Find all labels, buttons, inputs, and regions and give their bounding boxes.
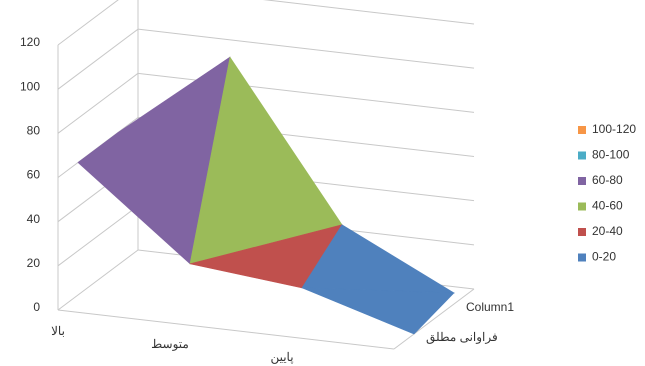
y-tick-label: 20 — [27, 256, 41, 270]
series-label: فراوانی مطلق — [426, 330, 498, 344]
y-tick-label: 100 — [20, 79, 40, 93]
y-tick-label: 120 — [20, 35, 40, 49]
x-tick-label: بالا — [51, 324, 65, 338]
legend-swatch — [578, 177, 586, 185]
y-tick-label: 80 — [27, 124, 41, 138]
grid-line — [57, 72, 139, 134]
legend-label: 60-80 — [592, 173, 623, 187]
grid-line — [57, 28, 139, 90]
y-tick-label: 0 — [33, 300, 40, 314]
legend-swatch — [578, 228, 586, 236]
legend-label: 20-40 — [592, 224, 623, 238]
legend-swatch — [578, 151, 586, 160]
legend-label: 40-60 — [592, 199, 623, 213]
y-tick-label: 40 — [27, 212, 41, 226]
legend-swatch — [578, 253, 586, 262]
legend-label: 0-20 — [592, 250, 616, 264]
legend-swatch — [578, 126, 586, 134]
grid-line — [57, 205, 139, 267]
grid-line — [137, 72, 475, 113]
x-tick-label: پایین — [270, 350, 293, 364]
grid-line — [57, 249, 139, 311]
axis-line — [57, 309, 395, 350]
legend-label: 80-100 — [592, 148, 630, 162]
legend-label: 100-120 — [592, 122, 636, 136]
grid-line — [137, 28, 475, 69]
grid-line — [262, 0, 475, 25]
surface-facet — [301, 287, 455, 335]
grid-line — [57, 0, 119, 46]
x-tick-label: درصد — [380, 363, 408, 366]
x-tick-label: متوسط — [151, 337, 189, 351]
axis-line — [393, 288, 475, 350]
y-tick-label: 60 — [27, 168, 41, 182]
series-label: Column1 — [466, 300, 514, 314]
legend-swatch — [578, 202, 586, 211]
